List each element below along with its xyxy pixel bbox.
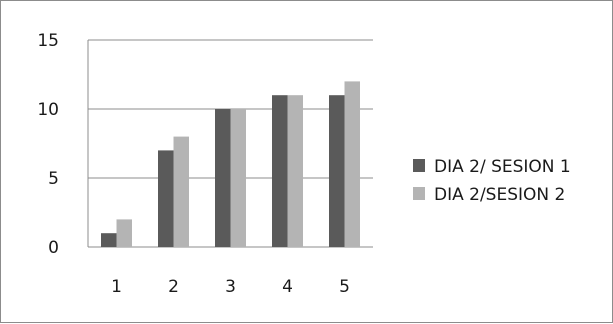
y-tick-label-10: 10 bbox=[37, 100, 59, 120]
bar-series-1-cat-5 bbox=[329, 95, 345, 247]
bar-series-2-cat-4 bbox=[287, 95, 303, 247]
bar-series-2-cat-5 bbox=[344, 81, 360, 248]
bar-series-2-cat-3 bbox=[230, 109, 246, 247]
y-tick-label-15: 15 bbox=[37, 31, 59, 51]
x-tick-label-1: 1 bbox=[111, 277, 122, 297]
legend-label-series-2: DIA 2/SESION 2 bbox=[434, 185, 565, 205]
x-tick-label-5: 5 bbox=[339, 277, 350, 297]
x-tick-label-4: 4 bbox=[282, 277, 293, 297]
bar-series-1-cat-4 bbox=[272, 95, 288, 247]
bar-series-1-cat-3 bbox=[215, 109, 231, 247]
y-axis-ticks: 0 5 10 15 bbox=[37, 31, 59, 258]
bar-series-2-cat-1 bbox=[116, 219, 132, 247]
y-tick-label-0: 0 bbox=[48, 238, 59, 258]
x-axis-ticks: 1 2 3 4 5 bbox=[111, 277, 350, 297]
bar-series-1-cat-2 bbox=[158, 150, 174, 247]
bar-series-1-cat-1 bbox=[101, 233, 117, 247]
bars bbox=[101, 81, 360, 248]
y-tick-label-5: 5 bbox=[48, 169, 59, 189]
x-tick-label-2: 2 bbox=[168, 277, 179, 297]
legend-label-series-1: DIA 2/ SESION 1 bbox=[434, 157, 571, 177]
x-tick-label-3: 3 bbox=[225, 277, 236, 297]
legend: DIA 2/ SESION 1 DIA 2/SESION 2 bbox=[413, 157, 571, 205]
legend-swatch-series-1 bbox=[413, 159, 425, 172]
legend-swatch-series-2 bbox=[413, 187, 425, 200]
bar-series-2-cat-2 bbox=[173, 136, 189, 247]
